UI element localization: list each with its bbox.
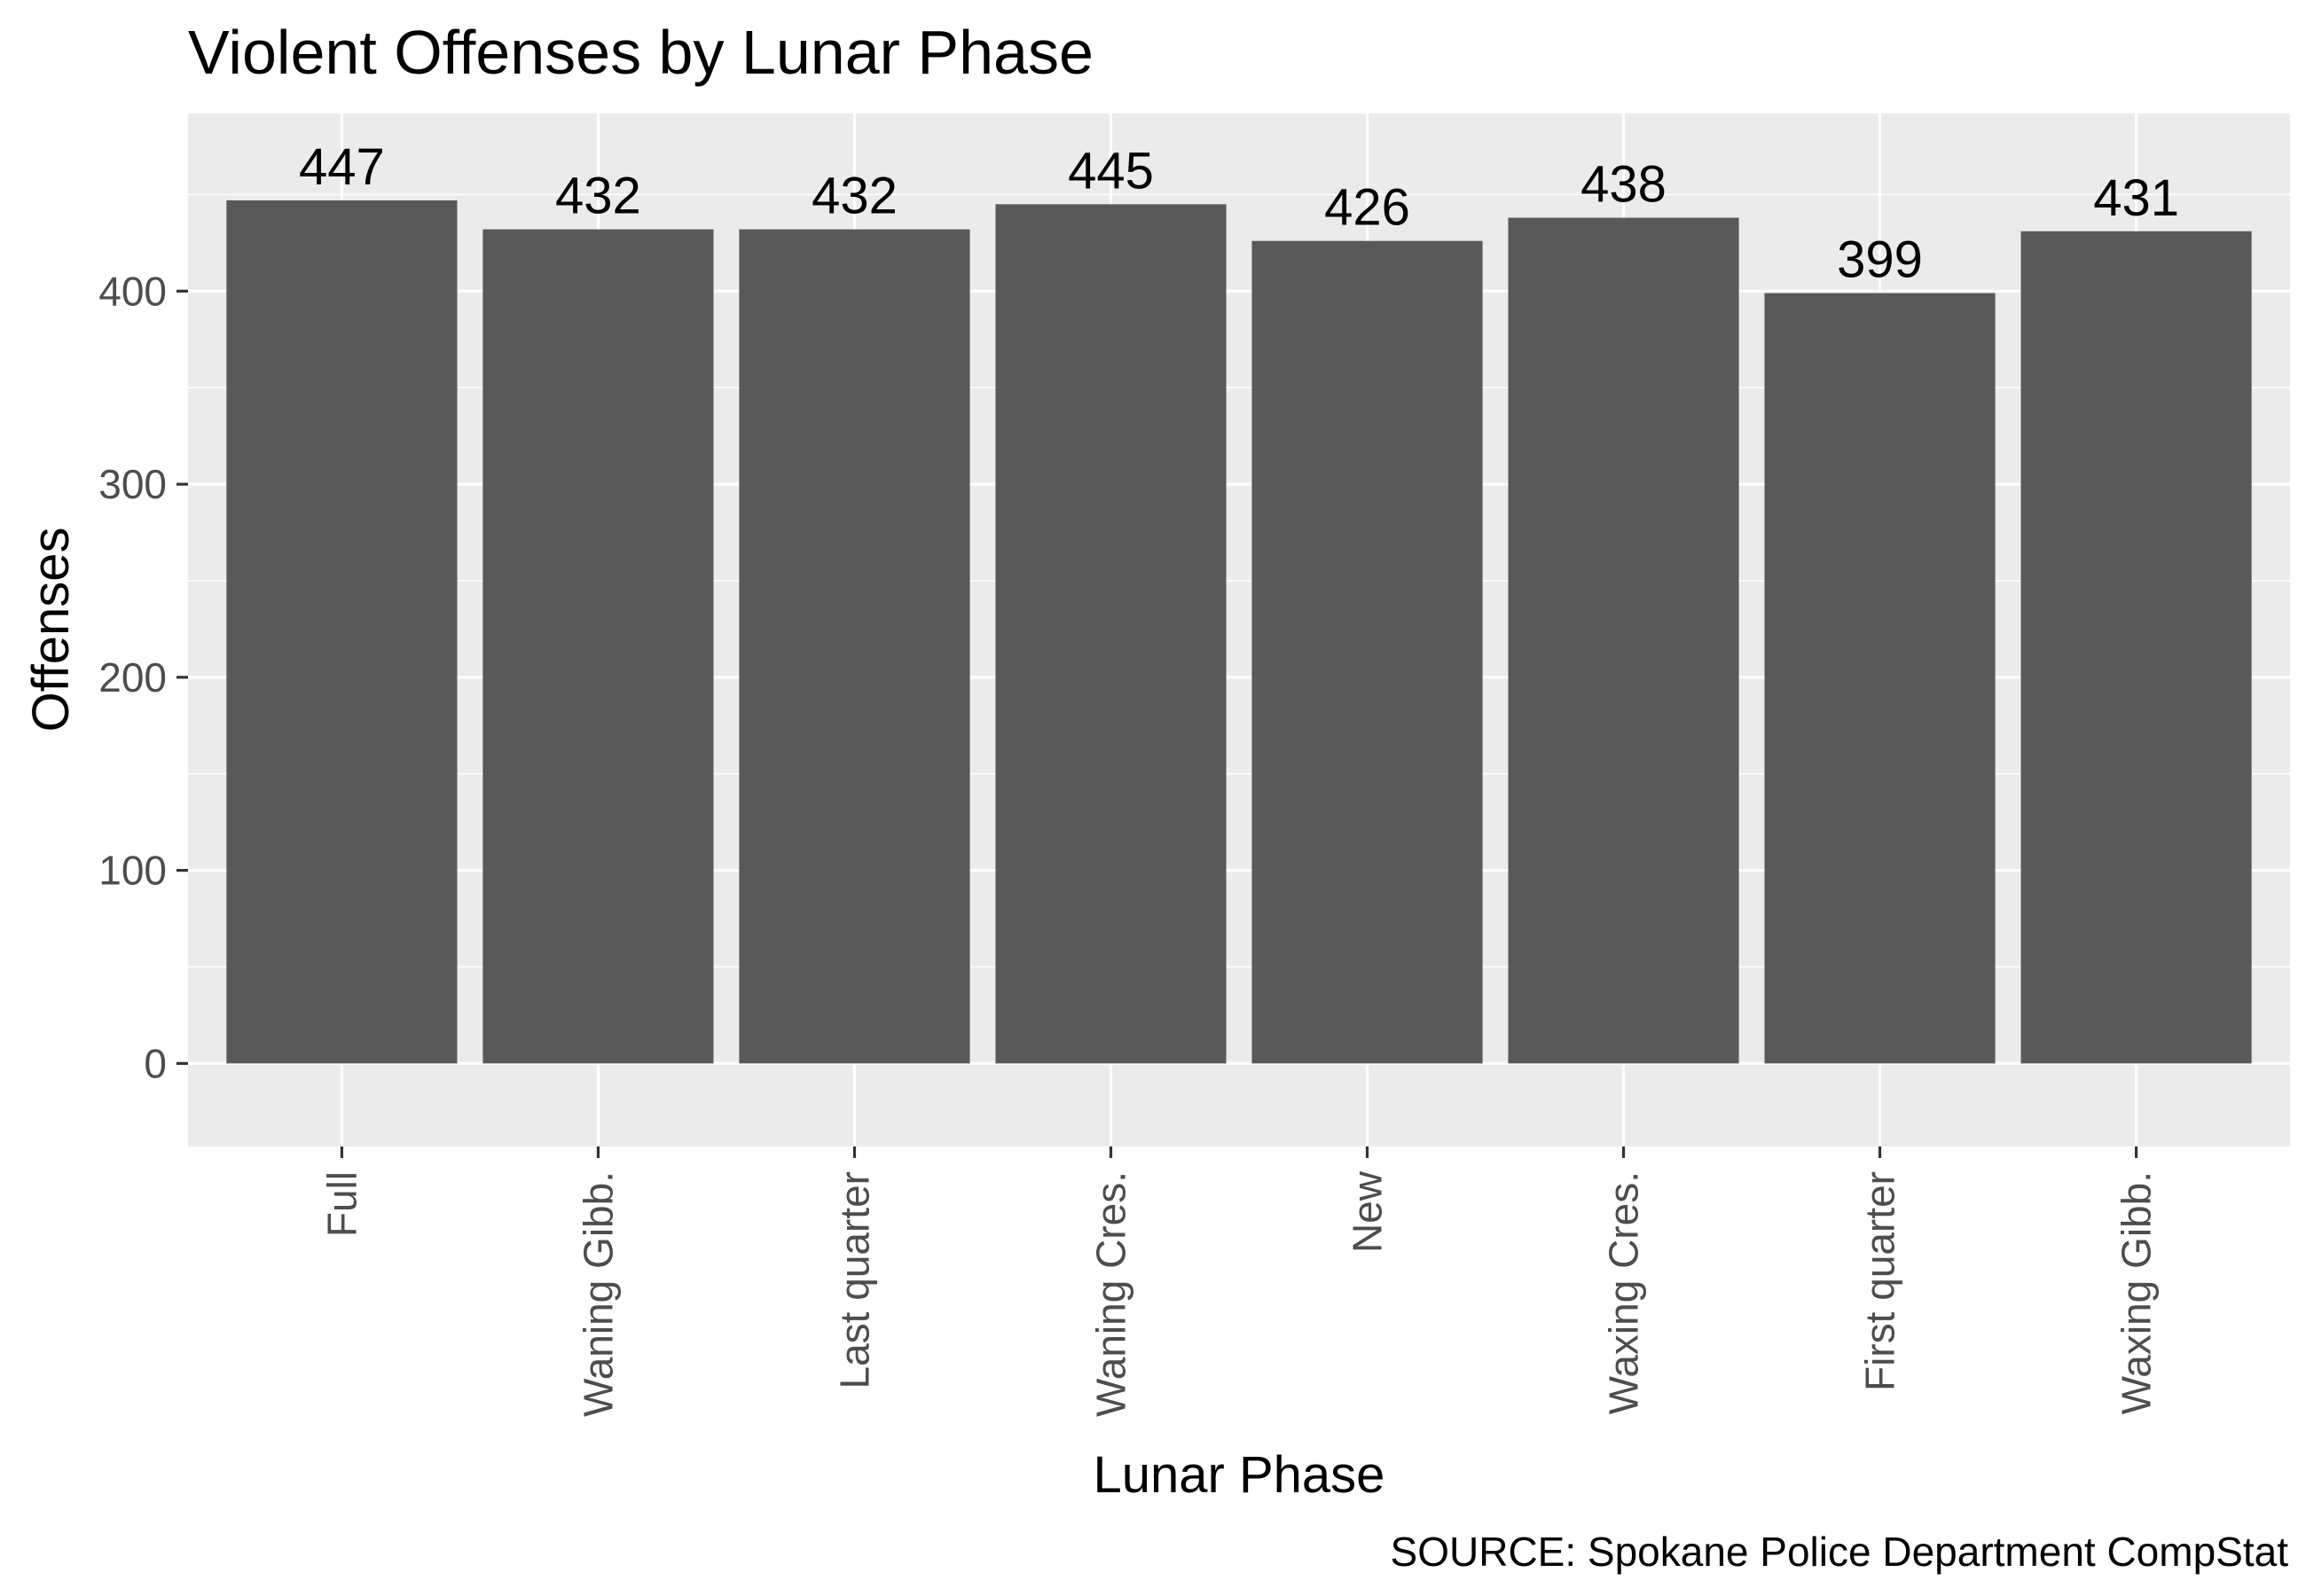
x-tick-label: Waning Cres.	[1087, 1171, 1133, 1417]
x-tick-label: First quarter	[1857, 1171, 1903, 1391]
x-tick-label: Full	[318, 1171, 365, 1237]
x-tick-label: Waxing Cres.	[1601, 1171, 1647, 1414]
y-tick-label: 0	[144, 1040, 167, 1086]
y-axis-title: Offenses	[22, 527, 80, 732]
x-tick-label: New	[1345, 1170, 1391, 1253]
bar	[1251, 240, 1483, 1064]
x-axis-title: Lunar Phase	[1094, 1446, 1385, 1504]
bar	[2020, 231, 2252, 1064]
data-label: 426	[1324, 179, 1410, 237]
x-axis: Full Waning Gibb. Last quarter Waning Cres.…	[318, 1146, 2160, 1417]
bar	[226, 200, 458, 1064]
chart-title: Violent Offenses by Lunar Phase	[188, 18, 1094, 87]
data-label: 431	[2093, 169, 2179, 227]
bar	[1508, 217, 1739, 1064]
y-axis: 0 100 200 300 400	[98, 268, 188, 1086]
data-labels: 447 432 432 445 426 438 399 431	[299, 138, 2179, 289]
bar	[482, 229, 714, 1064]
data-label: 432	[555, 168, 641, 225]
bar	[1764, 293, 1996, 1064]
bar	[739, 229, 970, 1064]
y-tick-label: 200	[98, 654, 167, 700]
data-label: 445	[1068, 142, 1154, 200]
y-tick-label: 100	[98, 848, 167, 894]
data-label: 447	[299, 138, 385, 196]
x-tick-label: Waxing Gibb.	[2114, 1171, 2160, 1414]
y-tick-label: 300	[98, 461, 167, 507]
bar	[995, 204, 1227, 1064]
data-label: 438	[1580, 156, 1667, 214]
data-label: 432	[812, 168, 898, 225]
bars	[226, 200, 2252, 1064]
data-label: 399	[1837, 231, 1923, 289]
x-tick-label: Waning Gibb.	[575, 1171, 621, 1417]
y-tick-label: 400	[98, 268, 167, 314]
x-tick-label: Last quarter	[831, 1171, 877, 1389]
source-caption: SOURCE: Spokane Police Department CompSt…	[1391, 1529, 2289, 1575]
